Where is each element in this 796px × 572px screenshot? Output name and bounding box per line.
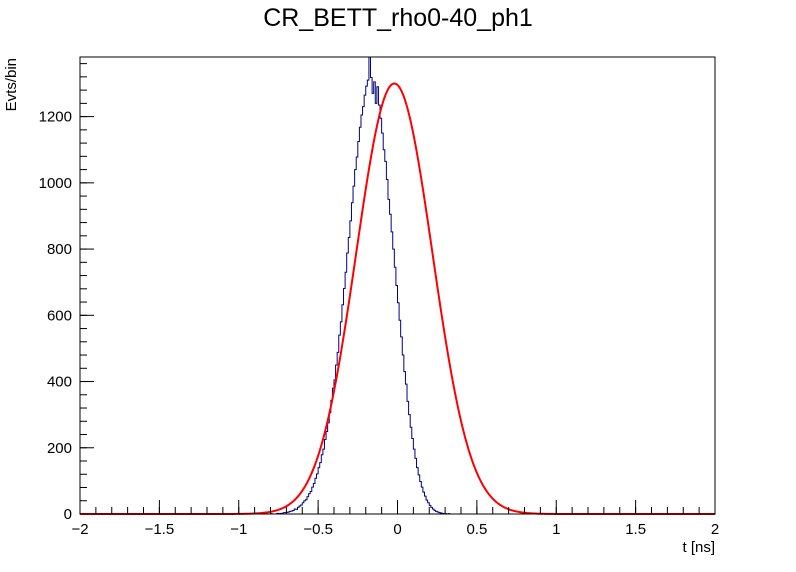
x-tick-label: 1 bbox=[552, 521, 560, 538]
y-tick-label: 1000 bbox=[39, 175, 72, 192]
y-tick-label: 1200 bbox=[39, 109, 72, 126]
x-tick-label: 2 bbox=[711, 521, 719, 538]
x-tick-label: −1.5 bbox=[145, 521, 175, 538]
y-tick-label: 800 bbox=[47, 241, 72, 258]
histogram-steps bbox=[80, 56, 709, 515]
y-axis-label: Evts/bin bbox=[3, 58, 20, 111]
x-tick-label: −1 bbox=[230, 521, 247, 538]
chart-title: CR_BETT_rho0-40_ph1 bbox=[263, 4, 533, 32]
y-tick-label: 200 bbox=[47, 440, 72, 457]
y-tick-label: 600 bbox=[47, 307, 72, 324]
y-tick-label: 0 bbox=[64, 506, 72, 523]
x-tick-label: 0 bbox=[393, 521, 401, 538]
x-tick-label: 0.5 bbox=[466, 521, 487, 538]
y-tick-label: 400 bbox=[47, 374, 72, 391]
axes: −2 −1.5 −1 −0.5 0 0.5 1 1.5 2 0 200 400 600 800 1000 12… bbox=[39, 56, 719, 538]
x-tick-label: −0.5 bbox=[303, 521, 333, 538]
x-axis-label: t [ns] bbox=[682, 539, 715, 556]
x-tick-label: −2 bbox=[71, 521, 88, 538]
histogram-layer bbox=[80, 56, 709, 515]
x-tick-label: 1.5 bbox=[625, 521, 646, 538]
